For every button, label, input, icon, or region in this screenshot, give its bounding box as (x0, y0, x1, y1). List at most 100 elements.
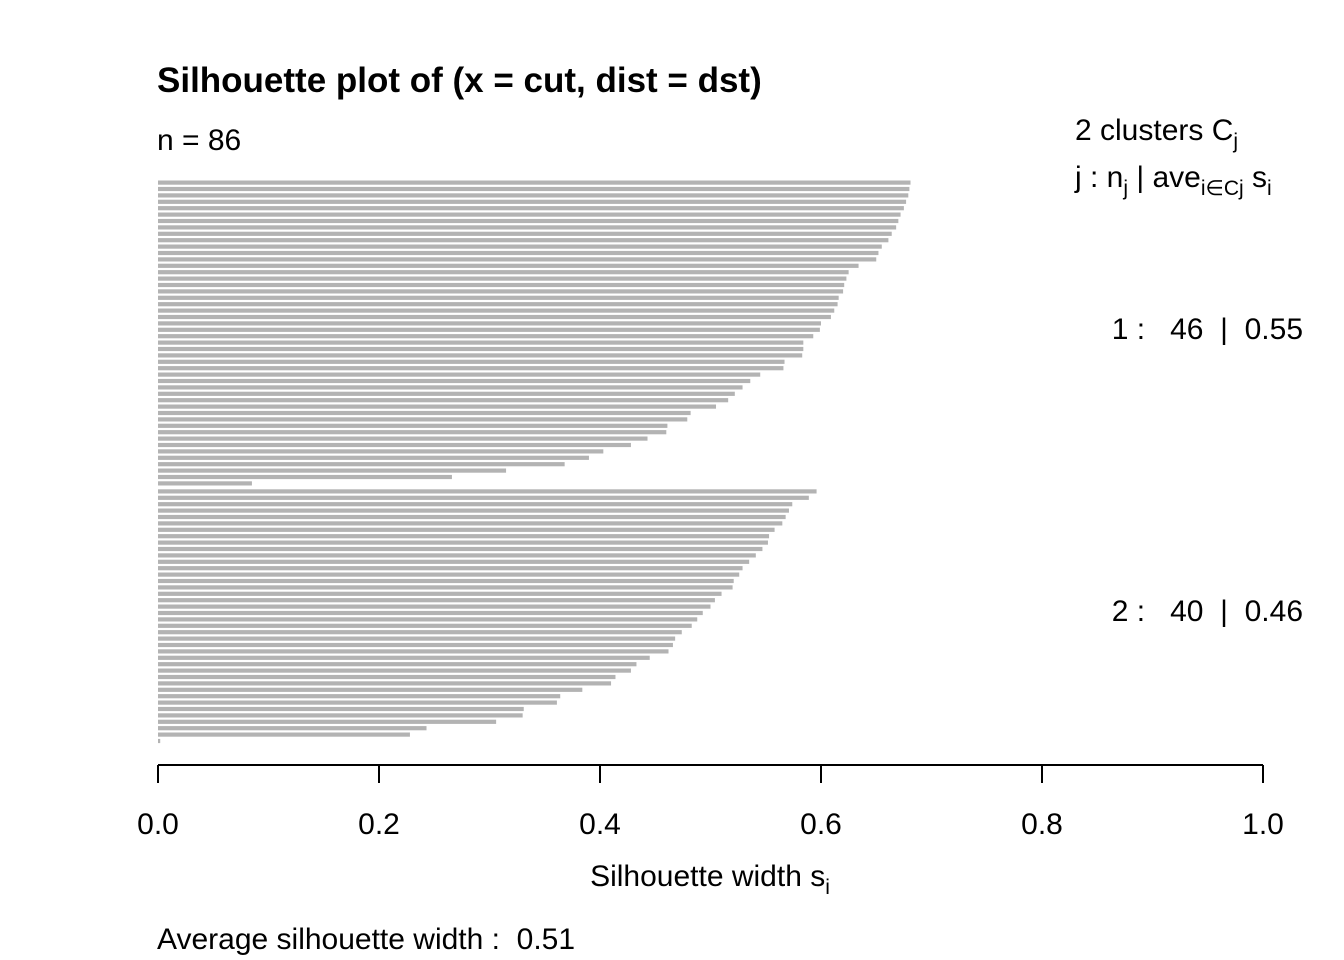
x-axis-label-s: s (802, 860, 825, 893)
silhouette-bar-cluster-2 (158, 630, 682, 635)
silhouette-bar-cluster-2 (158, 610, 703, 616)
legend-nj-sub: j (1122, 177, 1128, 200)
silhouette-bar-cluster-2 (158, 502, 793, 507)
n-label: n = 86 (157, 124, 241, 157)
silhouette-bar-cluster-2 (158, 546, 763, 552)
silhouette-bar-cluster-2 (158, 527, 775, 532)
silhouette-bar-cluster-1 (158, 314, 831, 320)
silhouette-bar-cluster-1 (158, 231, 892, 236)
silhouette-bar-cluster-2 (158, 662, 637, 667)
legend-nj: j : n (1074, 161, 1123, 194)
silhouette-bar-cluster-2 (158, 495, 809, 500)
silhouette-bar-cluster-1 (158, 417, 688, 422)
silhouette-bar-cluster-1 (158, 238, 889, 243)
legend-line-1: 2 clusters Cj (1075, 114, 1238, 153)
silhouette-bar-cluster-1 (158, 289, 844, 294)
silhouette-bar-cluster-1 (158, 244, 882, 249)
silhouette-bar-cluster-2 (158, 585, 733, 590)
silhouette-bar-cluster-1 (158, 423, 668, 428)
silhouette-bar-cluster-1 (158, 353, 803, 358)
silhouette-bar-cluster-2 (158, 694, 561, 699)
legend-s: s (1244, 161, 1267, 194)
silhouette-bar-cluster-2 (158, 566, 743, 571)
silhouette-bar-cluster-1 (158, 308, 835, 313)
silhouette-bar-cluster-1 (158, 398, 729, 403)
silhouette-bar-cluster-2 (158, 617, 698, 622)
cluster-1-label: 1 : 46 | 0.55 (1112, 313, 1303, 346)
silhouette-bar-cluster-1 (158, 359, 785, 364)
silhouette-bar-cluster-2 (158, 604, 711, 609)
silhouette-bar-cluster-1 (158, 186, 910, 192)
silhouette-bars (158, 180, 911, 744)
x-axis: 0.0 0.2 0.4 0.6 0.8 1.0 (137, 764, 1284, 841)
silhouette-bar-cluster-1 (158, 436, 648, 441)
silhouette-bar-cluster-2 (158, 681, 612, 686)
silhouette-bar-cluster-1 (158, 302, 838, 307)
silhouette-bar-cluster-2 (158, 719, 497, 724)
silhouette-bar-cluster-1 (158, 282, 845, 288)
silhouette-bar-cluster-1 (158, 334, 814, 339)
silhouette-bar-cluster-1 (158, 180, 911, 185)
silhouette-bar-cluster-2 (158, 738, 161, 744)
silhouette-bar-cluster-1 (158, 430, 667, 435)
legend-line-2: j : nj | avei∈Cj si (1074, 161, 1272, 200)
silhouette-bar-cluster-2 (158, 700, 557, 705)
x-tick-label: 0.6 (800, 808, 842, 841)
average-silhouette-width: Average silhouette width : 0.51 (157, 923, 575, 956)
silhouette-bar-cluster-1 (158, 410, 691, 416)
silhouette-bar-cluster-1 (158, 276, 847, 281)
x-tick-label: 0.8 (1021, 808, 1063, 841)
x-tick-label: 0.4 (579, 808, 621, 841)
silhouette-bar-cluster-1 (158, 372, 761, 377)
silhouette-bar-cluster-2 (158, 553, 756, 558)
silhouette-bar-cluster-1 (158, 263, 859, 268)
silhouette-bar-cluster-2 (158, 642, 673, 648)
x-axis-label: Silhouette width si (590, 860, 830, 899)
silhouette-bar-cluster-1 (158, 206, 904, 211)
silhouette-bar-cluster-2 (158, 591, 722, 596)
silhouette-bar-cluster-1 (158, 193, 909, 198)
silhouette-bar-cluster-1 (158, 225, 897, 230)
silhouette-bar-cluster-1 (158, 449, 604, 454)
legend-ave-sub: i∈Cj (1201, 177, 1244, 200)
silhouette-bar-cluster-1 (158, 385, 743, 390)
legend-s-sub: i (1267, 177, 1272, 200)
silhouette-bar-cluster-1 (158, 199, 907, 204)
silhouette-bar-cluster-2 (158, 534, 770, 539)
silhouette-bar-cluster-1 (158, 340, 804, 345)
x-axis-label-text: Silhouette width (590, 860, 802, 893)
x-axis-label-sub: i (825, 876, 830, 899)
cluster-2-label: 2 : 40 | 0.46 (1112, 595, 1303, 628)
silhouette-bar-cluster-2 (158, 668, 631, 673)
silhouette-bar-cluster-1 (158, 346, 804, 352)
legend-line-1-sub: j (1232, 130, 1238, 153)
silhouette-bar-cluster-1 (158, 257, 877, 262)
silhouette-bar-cluster-1 (158, 366, 784, 371)
x-tick-label: 0.2 (358, 808, 400, 841)
silhouette-bar-cluster-1 (158, 295, 839, 300)
x-tick-label: 0.0 (137, 808, 179, 841)
silhouette-bar-cluster-2 (158, 649, 669, 654)
silhouette-bar-cluster-1 (158, 212, 901, 217)
silhouette-bar-cluster-2 (158, 521, 783, 526)
silhouette-bar-cluster-1 (158, 442, 631, 448)
silhouette-bar-cluster-2 (158, 508, 789, 513)
silhouette-bar-cluster-1 (158, 468, 507, 473)
silhouette-bar-cluster-2 (158, 655, 650, 660)
silhouette-bar-cluster-2 (158, 572, 740, 577)
silhouette-bar-cluster-2 (158, 732, 410, 737)
silhouette-bar-cluster-2 (158, 489, 817, 494)
silhouette-bar-cluster-1 (158, 327, 820, 332)
silhouette-bar-cluster-1 (158, 481, 252, 486)
silhouette-bar-cluster-2 (158, 706, 524, 712)
silhouette-bar-cluster-1 (158, 270, 849, 275)
silhouette-bar-cluster-2 (158, 559, 750, 564)
silhouette-bar-cluster-2 (158, 540, 768, 545)
silhouette-bar-cluster-1 (158, 378, 751, 384)
silhouette-bar-cluster-2 (158, 514, 786, 520)
silhouette-bar-cluster-2 (158, 674, 616, 680)
chart-title: Silhouette plot of (x = cut, dist = dst) (157, 61, 762, 100)
silhouette-bar-cluster-1 (158, 321, 821, 326)
x-tick-label: 1.0 (1242, 808, 1284, 841)
